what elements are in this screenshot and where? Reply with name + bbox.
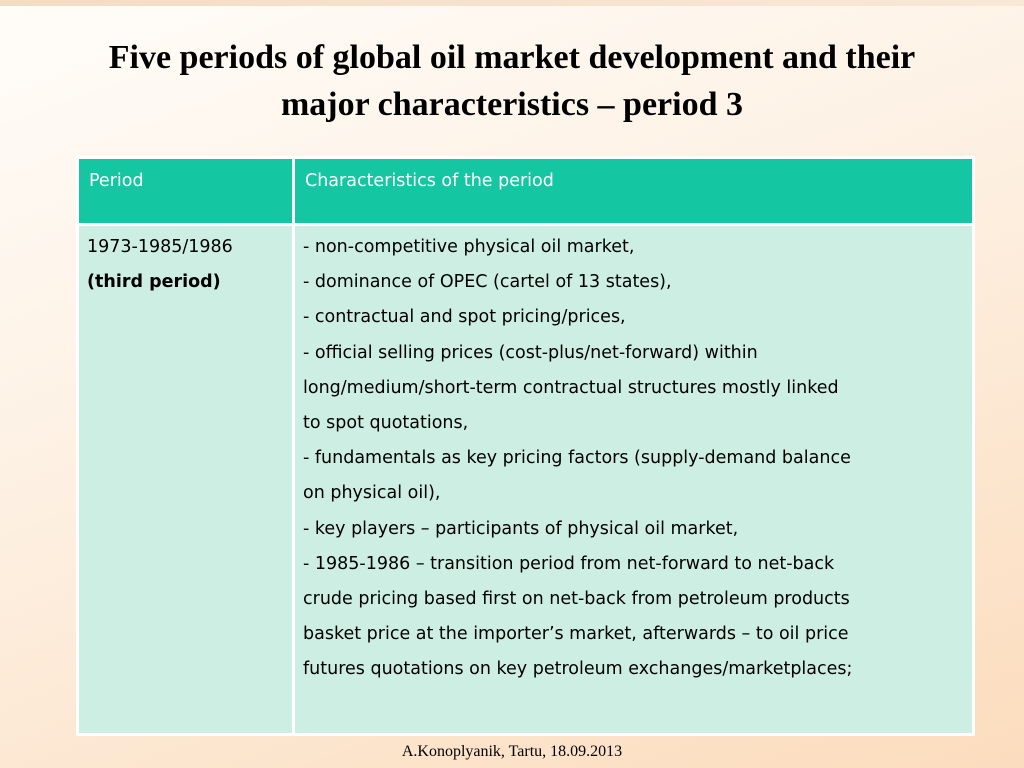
period-range: 1973-1985/1986 [87,237,233,257]
characteristic-line: - key players – participants of physical… [303,518,739,539]
title-line-2: major characteristics – period 3 [280,86,744,123]
title-line-1: Five periods of global oil market develo… [108,39,916,76]
characteristic-line: - fundamentals as key pricing factors (s… [303,448,851,469]
period-cell: 1973-1985/1986 (third period) [76,223,295,736]
characteristic-line: basket price at the importer’s market, a… [303,624,849,645]
characteristic-line: to spot quotations, [303,413,469,434]
characteristic-line: - non-competitive physical oil market, [303,237,635,257]
characteristic-line: on physical oil), [303,483,441,504]
header-period: Period [76,156,295,226]
table-row: 1973-1985/1986 (third period) - non-comp… [76,223,975,736]
characteristic-line: futures quotations on key petroleum exch… [303,659,853,680]
period-label: (third period) [87,272,221,293]
top-decorative-strip [0,0,1024,6]
characteristic-line: crude pricing based first on net-back fr… [303,589,850,610]
periods-table: Period Characteristics of the period 197… [76,156,975,736]
characteristic-line: - 1985-1986 – transition period from net… [303,553,835,574]
characteristic-line: - official selling prices (cost-plus/net… [303,342,758,363]
table-header-row: Period Characteristics of the period [76,156,975,226]
header-characteristics: Characteristics of the period [292,156,975,226]
characteristic-line: long/medium/short-term contractual struc… [303,377,839,398]
characteristic-line: - dominance of OPEC (cartel of 13 states… [303,272,672,293]
slide-title: Five periods of global oil market develo… [20,34,1004,128]
characteristics-cell: - non-competitive physical oil market, -… [292,223,975,736]
footer-credit: A.Konoplyanik, Tartu, 18.09.2013 [401,743,623,760]
characteristic-line: - contractual and spot pricing/prices, [303,307,626,328]
